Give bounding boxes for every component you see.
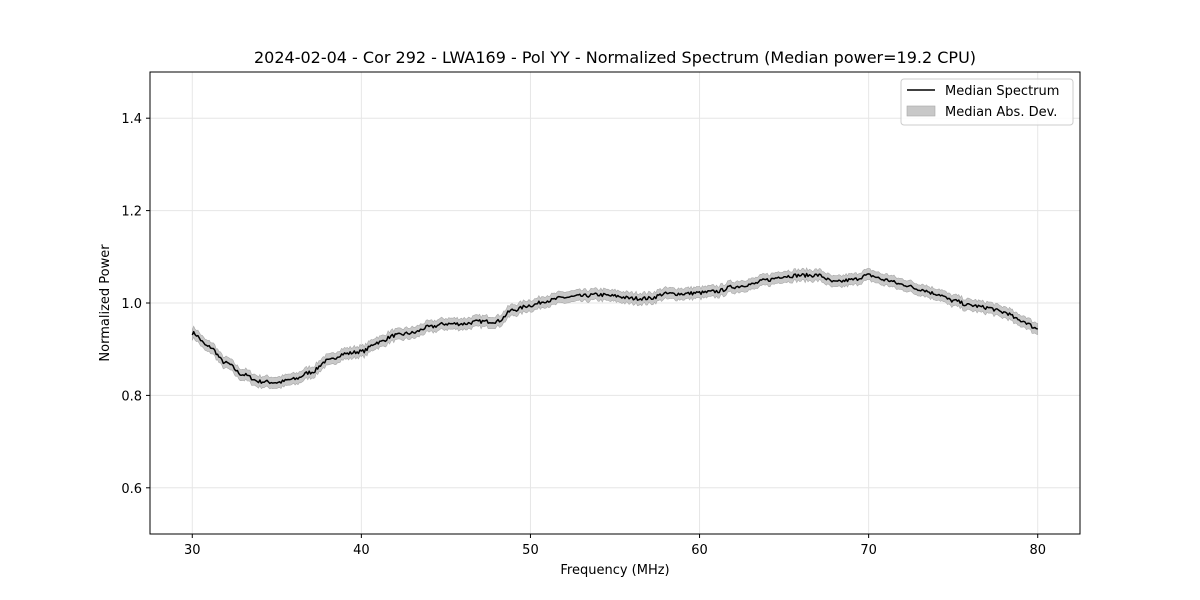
- x-tick-label: 80: [1029, 543, 1046, 558]
- x-tick-label: 40: [353, 543, 370, 558]
- x-axis-label: Frequency (MHz): [560, 563, 669, 578]
- legend-box: [900, 78, 1074, 126]
- x-tick-label: 60: [691, 543, 708, 558]
- y-tick-label: 0.8: [121, 389, 142, 404]
- x-tick-label: 50: [522, 543, 539, 558]
- legend-mad-label: Median Abs. Dev.: [945, 105, 1057, 120]
- legend: Median Spectrum Median Abs. Dev.: [900, 78, 1074, 126]
- legend-mad-swatch: [906, 105, 936, 117]
- y-tick-label: 1.2: [121, 205, 142, 220]
- y-tick-label: 1.0: [121, 297, 142, 312]
- median-abs-dev-band: [192, 267, 1038, 390]
- axis-ticks: 30 40 50 60 70 80 0.6 0.8 1.0 1.2 1.4: [121, 112, 1046, 558]
- y-axis-label: Normalized Power: [98, 244, 113, 362]
- legend-median-spectrum-label: Median Spectrum: [945, 84, 1059, 99]
- x-tick-label: 70: [860, 543, 877, 558]
- median-spectrum-line: [191, 272, 1038, 385]
- y-tick-label: 0.6: [121, 482, 142, 497]
- x-tick-label: 30: [184, 543, 201, 558]
- y-tick-label: 1.4: [121, 112, 142, 127]
- chart-title: 2024-02-04 - Cor 292 - LWA169 - Pol YY -…: [254, 48, 976, 67]
